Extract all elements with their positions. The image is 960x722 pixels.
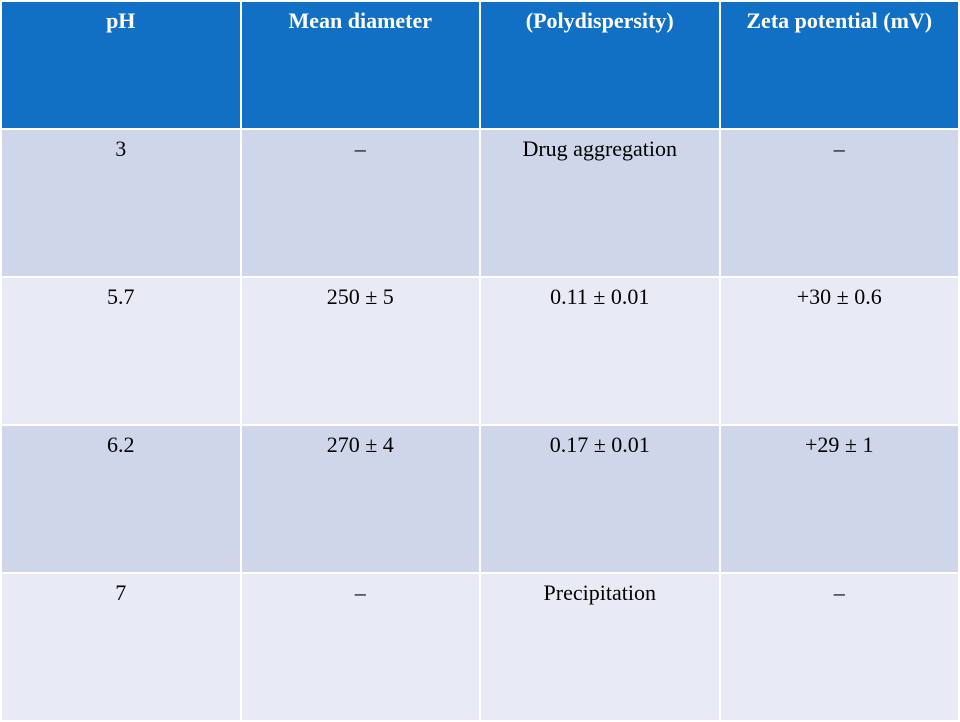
table-row: 6.2 270 ± 4 0.17 ± 0.01 +29 ± 1 bbox=[0, 424, 960, 574]
table-cell: – bbox=[718, 572, 960, 722]
header-cell: (Polydispersity) bbox=[479, 0, 721, 130]
header-row: pH Mean diameter (Polydispersity) Zeta pote… bbox=[0, 0, 960, 130]
table-cell: Drug aggregation bbox=[479, 128, 721, 278]
table-cell: 3 bbox=[0, 128, 242, 278]
header-cell: Mean diameter bbox=[239, 0, 481, 130]
table-cell: – bbox=[239, 128, 481, 278]
table-cell: 5.7 bbox=[0, 276, 242, 426]
header-cell: pH bbox=[0, 0, 242, 130]
header-cell: Zeta potential (mV) bbox=[718, 0, 960, 130]
table-cell: +30 ± 0.6 bbox=[718, 276, 960, 426]
table-cell: 6.2 bbox=[0, 424, 242, 574]
table-cell: Precipitation bbox=[479, 572, 721, 722]
table-row: 5.7 250 ± 5 0.11 ± 0.01 +30 ± 0.6 bbox=[0, 276, 960, 426]
table-cell: 0.11 ± 0.01 bbox=[479, 276, 721, 426]
table-cell: 0.17 ± 0.01 bbox=[479, 424, 721, 574]
table-cell: 250 ± 5 bbox=[239, 276, 481, 426]
table-cell: – bbox=[718, 128, 960, 278]
table-row: 7– Precipitation – bbox=[0, 572, 960, 722]
table-cell: +29 ± 1 bbox=[718, 424, 960, 574]
table-cell: 270 ± 4 bbox=[239, 424, 481, 574]
table-row: 3– Drug aggregation – bbox=[0, 128, 960, 278]
table-cell: 7 bbox=[0, 572, 242, 722]
table-cell: – bbox=[239, 572, 481, 722]
table-body: 3– Drug aggregation –5.7 250 ± 5 0.11 ± 0.01… bbox=[0, 128, 960, 722]
